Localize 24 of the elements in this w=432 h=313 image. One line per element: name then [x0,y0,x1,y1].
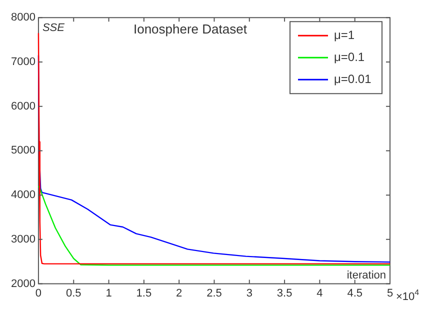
x-tick-label: 4 [316,287,323,300]
x-tick-label: 4.5 [347,287,362,300]
x-tick-label: 2.5 [206,287,222,300]
y-tick-label: 2000 [10,278,36,290]
y-tick-label: 4000 [10,189,36,202]
x-tick-label: 1.5 [136,287,152,300]
legend-label: μ=0.01 [334,72,372,86]
x-tick-label: 3.5 [276,287,292,300]
y-tick-label: 3000 [10,233,36,246]
x-tick-label: 0.5 [66,287,82,300]
y-tick-label: 6000 [10,100,36,112]
x-tick-label: 0 [35,287,42,300]
x-tick-label: 2 [176,287,182,300]
x-tick-label: 3 [246,287,252,300]
legend-label: μ=0.1 [334,50,365,64]
x-tick-label: 5 [386,287,394,300]
y-axis-title: SSE [42,22,66,34]
y-tick-label: 7000 [10,56,36,68]
y-tick-label: 5000 [10,144,36,157]
chart-title: Ionosphere Dataset [133,22,248,37]
legend-label: μ=1 [334,28,355,42]
x-tick-label: 1 [106,287,112,300]
x-axis-title: iteration [346,269,386,282]
y-tick-label: 8000 [10,12,36,24]
